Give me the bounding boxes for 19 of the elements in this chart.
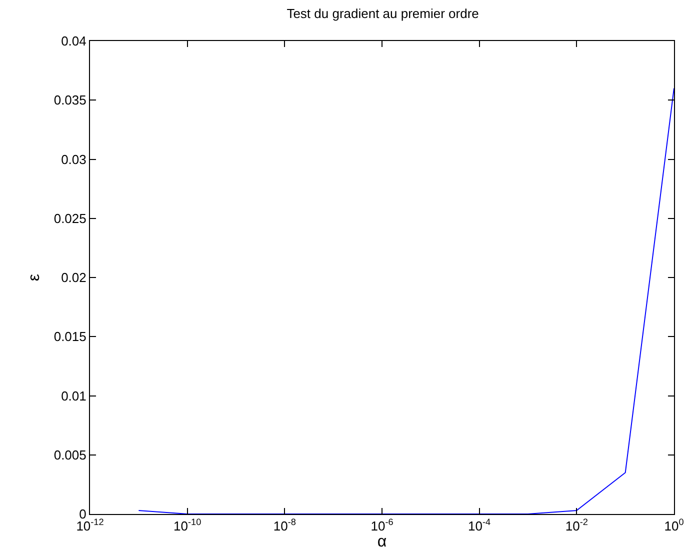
y-tick-label: 0.015 bbox=[54, 329, 86, 344]
y-tick-label: 0.03 bbox=[61, 152, 86, 167]
y-tick-label: 0.04 bbox=[61, 34, 86, 49]
x-tick-label: 10$^{-4}$ bbox=[468, 517, 491, 534]
y-tick-label: 0.035 bbox=[54, 92, 86, 108]
y-tick-label: 0.005 bbox=[54, 447, 86, 462]
y-tick-label: 0.02 bbox=[61, 270, 86, 286]
y-axis-title: ε bbox=[26, 274, 43, 282]
y-tick-label: 0 bbox=[79, 506, 86, 522]
y-tick-label: 0.025 bbox=[54, 210, 86, 226]
line-series bbox=[138, 88, 674, 514]
x-tick-label: 10$^{-2}$ bbox=[565, 517, 588, 534]
y-tick-label: 0.01 bbox=[61, 388, 86, 404]
chart-title: Test du gradient au premier ordre bbox=[286, 6, 479, 22]
x-axis-title: α bbox=[377, 534, 387, 551]
x-tick-label: 10$^{-10}$ bbox=[174, 517, 202, 534]
x-tick-label: 10$^{-6}$ bbox=[370, 517, 394, 534]
x-tick-label: 10$^{0}$ bbox=[664, 517, 684, 534]
x-tick-label: 10$^{-8}$ bbox=[273, 517, 296, 534]
